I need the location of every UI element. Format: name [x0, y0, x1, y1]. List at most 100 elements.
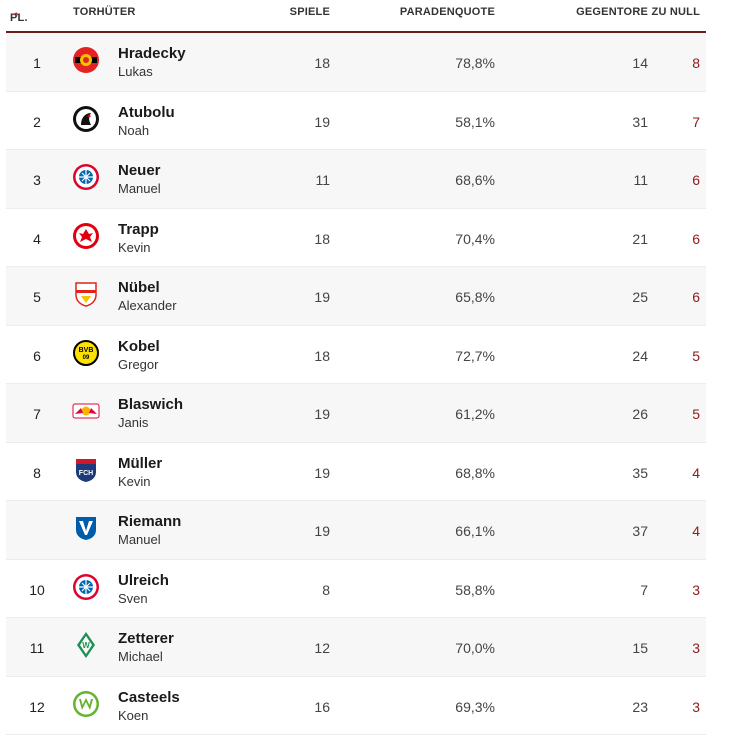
games-column-header[interactable]: SPIELE: [290, 6, 330, 18]
save-rate-cell: 72,7%: [455, 348, 495, 364]
clean-sheets-cell: 3: [692, 699, 700, 715]
last-name: Hradecky: [118, 45, 186, 62]
bremen-logo-icon: W: [72, 631, 100, 659]
goals-against-cell: 21: [632, 231, 648, 247]
clean-sheets-cell: 6: [692, 289, 700, 305]
rank-cell: 8: [6, 465, 68, 481]
games-cell: 18: [314, 348, 330, 364]
save-rate-cell: 58,8%: [455, 582, 495, 598]
svg-text:W: W: [82, 641, 90, 650]
first-name: Noah: [118, 122, 175, 139]
goals-against-cell: 14: [632, 55, 648, 71]
clean-sheets-cell: 4: [692, 523, 700, 539]
games-cell: 18: [314, 231, 330, 247]
rank-cell: 2: [6, 114, 68, 130]
first-name: Sven: [118, 590, 169, 607]
goals-against-cell: 23: [632, 699, 648, 715]
goalkeeper-table: PL.⌃ TORHÜTER SPIELE PARADENQUOTE GEGENT…: [6, 0, 706, 735]
heidenheim-logo-icon: FCH: [72, 456, 100, 484]
clean-sheets-cell: 6: [692, 231, 700, 247]
last-name: Casteels: [118, 689, 180, 706]
svg-text:09: 09: [83, 355, 90, 361]
bayern-logo-icon: [72, 573, 100, 601]
first-name: Manuel: [118, 531, 181, 548]
games-cell: 19: [314, 465, 330, 481]
first-name: Lukas: [118, 63, 186, 80]
last-name: Blaswich: [118, 396, 183, 413]
games-cell: 16: [314, 699, 330, 715]
bochum-logo-icon: [72, 514, 100, 542]
rank-cell: 4: [6, 231, 68, 247]
rank-cell: 6: [6, 348, 68, 364]
save-rate-cell: 68,6%: [455, 172, 495, 188]
clean-sheets-cell: 5: [692, 348, 700, 364]
games-cell: 8: [322, 582, 330, 598]
games-cell: 19: [314, 523, 330, 539]
goals-against-cell: 24: [632, 348, 648, 364]
save-rate-cell: 78,8%: [455, 55, 495, 71]
clean-sheets-cell: 4: [692, 465, 700, 481]
last-name: Neuer: [118, 162, 161, 179]
goals-against-cell: 35: [632, 465, 648, 481]
leipzig-logo-icon: [72, 397, 100, 425]
goals-against-column-header[interactable]: GEGENTORE: [576, 6, 648, 18]
save-rate-cell: 69,3%: [455, 699, 495, 715]
save-rate-column-header[interactable]: PARADENQUOTE: [400, 6, 495, 18]
games-cell: 18: [314, 55, 330, 71]
save-rate-cell: 70,0%: [455, 640, 495, 656]
rank-cell: 7: [6, 406, 68, 422]
freiburg-logo-icon: [72, 105, 100, 133]
last-name: Atubolu: [118, 104, 175, 121]
rank-cell: 1: [6, 55, 68, 71]
bayern-logo-icon: [72, 163, 100, 191]
save-rate-cell: 65,8%: [455, 289, 495, 305]
goals-against-cell: 15: [632, 640, 648, 656]
sort-ascending-icon: ⌃: [12, 12, 21, 23]
table-header: PL.⌃ TORHÜTER SPIELE PARADENQUOTE GEGENT…: [6, 0, 706, 33]
goalkeeper-column-header[interactable]: TORHÜTER: [73, 6, 136, 18]
rank-cell: 3: [6, 172, 68, 188]
first-name: Janis: [118, 414, 183, 431]
first-name: Alexander: [118, 297, 177, 314]
save-rate-cell: 58,1%: [455, 114, 495, 130]
first-name: Kevin: [118, 473, 162, 490]
wolfsburg-logo-icon: [72, 690, 100, 718]
games-cell: 11: [315, 172, 330, 188]
clean-sheets-cell: 6: [692, 172, 700, 188]
first-name: Michael: [118, 648, 174, 665]
clean-sheets-cell: 8: [692, 55, 700, 71]
clean-sheets-cell: 5: [692, 406, 700, 422]
last-name: Zetterer: [118, 630, 174, 647]
goals-against-cell: 37: [632, 523, 648, 539]
goals-against-cell: 25: [632, 289, 648, 305]
goals-against-cell: 26: [632, 406, 648, 422]
svg-text:BVB: BVB: [79, 347, 94, 354]
save-rate-cell: 68,8%: [455, 465, 495, 481]
clean-sheets-column-header[interactable]: ZU NULL: [652, 6, 700, 18]
svg-text:FCH: FCH: [79, 470, 93, 477]
